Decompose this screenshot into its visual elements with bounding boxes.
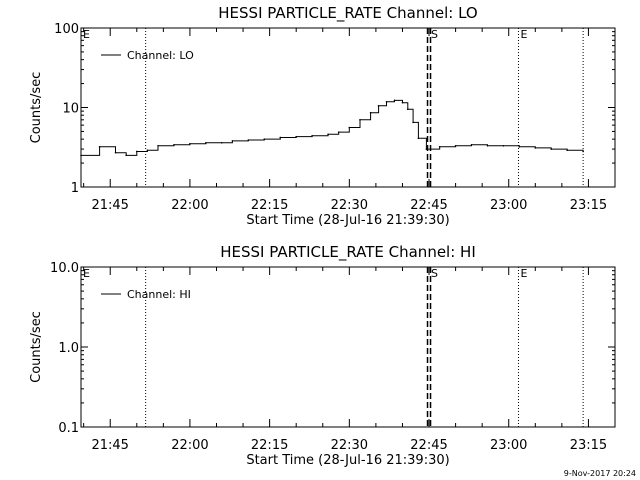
footer-timestamp: 9-Nov-2017 20:24 xyxy=(564,469,636,478)
data-point xyxy=(189,142,191,145)
data-point xyxy=(486,144,489,147)
data-point xyxy=(279,136,282,139)
data-point xyxy=(98,146,101,148)
data-point xyxy=(534,147,537,149)
x-tick-label: 22:00 xyxy=(171,198,208,213)
data-point xyxy=(205,141,207,144)
chart-title: HESSI PARTICLE_RATE Channel: HI xyxy=(220,243,476,262)
y-tick-label: 1.0 xyxy=(58,341,79,356)
x-tick-label: 23:00 xyxy=(490,438,527,453)
data-point xyxy=(550,148,553,150)
y-tick-label: 1 xyxy=(71,181,79,196)
data-point xyxy=(173,143,175,146)
data-point xyxy=(146,149,149,152)
y-axis-label: Counts/sec xyxy=(29,72,44,144)
x-tick-label: 22:15 xyxy=(251,198,288,213)
data-point xyxy=(311,135,313,137)
data-point xyxy=(417,137,420,140)
x-tick-label: 22:15 xyxy=(251,438,288,453)
x-tick-label: 22:45 xyxy=(410,438,447,453)
data-point xyxy=(114,151,117,154)
y-tick-label: 100 xyxy=(54,22,79,37)
x-tick-label: 21:45 xyxy=(91,198,128,213)
x-tick-label: 23:15 xyxy=(570,198,607,213)
marker-label: E xyxy=(83,28,90,41)
data-point xyxy=(359,119,361,121)
data-point xyxy=(348,126,351,129)
marker-label: E xyxy=(520,267,527,280)
x-tick-label: 21:45 xyxy=(91,438,128,453)
x-tick-label: 22:30 xyxy=(331,438,368,453)
x-tick-label: 22:30 xyxy=(331,198,368,213)
data-point xyxy=(231,140,234,142)
y-tick-label: 0.1 xyxy=(58,421,79,436)
data-point xyxy=(327,133,329,136)
data-point xyxy=(582,150,584,153)
data-point xyxy=(369,111,372,114)
data-point xyxy=(518,146,521,148)
data-point xyxy=(566,149,568,152)
chart-title: HESSI PARTICLE_RATE Channel: LO xyxy=(218,4,477,23)
data-point xyxy=(125,154,127,157)
data-point xyxy=(247,139,250,141)
x-axis-label: Start Time (28-Jul-16 21:39:30) xyxy=(246,453,449,468)
panel-hi: HESSI PARTICLE_RATE Channel: HI 0.1 1.0 10.… xyxy=(29,243,616,468)
data-point xyxy=(135,150,138,153)
marker-label: E xyxy=(83,267,90,280)
data-point xyxy=(454,144,457,147)
data-point xyxy=(337,131,340,133)
data-point xyxy=(425,148,428,150)
data-point xyxy=(412,121,414,124)
data-point xyxy=(221,141,223,144)
panel-lo: HESSI PARTICLE_RATE Channel: LO 1 10 100 21:… xyxy=(29,4,616,228)
data-point xyxy=(157,144,159,147)
data-point xyxy=(393,99,396,102)
marker-label: S xyxy=(431,28,438,41)
y-tick-label: 10.0 xyxy=(50,261,79,276)
data-point xyxy=(80,154,82,157)
marker-label: E xyxy=(520,28,527,41)
data-point xyxy=(438,146,441,148)
legend-label: Channel: HI xyxy=(127,288,191,301)
legend-label: Channel: LO xyxy=(127,49,194,62)
data-point xyxy=(401,101,404,104)
data-point xyxy=(406,108,409,111)
data-point xyxy=(295,135,297,138)
x-tick-label: 22:00 xyxy=(171,438,208,453)
data-point xyxy=(470,143,473,146)
x-tick-label: 23:00 xyxy=(490,198,527,213)
x-axis-label: Start Time (28-Jul-16 21:39:30) xyxy=(246,213,449,228)
data-point xyxy=(502,144,505,147)
marker-label: S xyxy=(431,267,438,280)
x-tick-label: 22:45 xyxy=(410,198,447,213)
x-tick-label: 23:15 xyxy=(570,438,607,453)
series-line xyxy=(81,99,584,156)
data-point xyxy=(263,138,266,140)
y-tick-label: 10 xyxy=(62,102,79,117)
data-point xyxy=(385,100,388,103)
y-axis-label: Counts/sec xyxy=(29,311,44,383)
data-point xyxy=(377,105,380,107)
